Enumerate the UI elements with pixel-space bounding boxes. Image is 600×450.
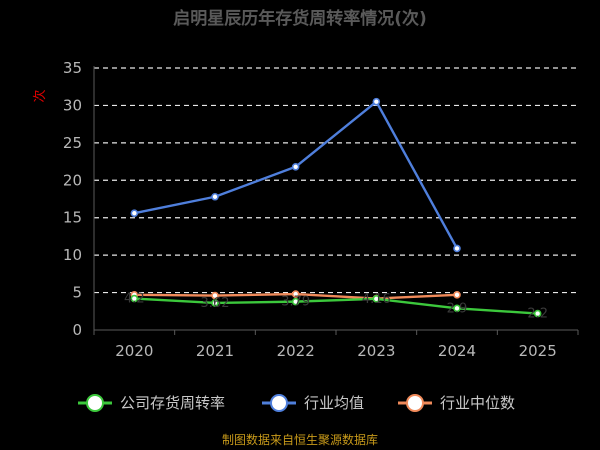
y-tick-label: 0 xyxy=(72,321,82,339)
legend-marker xyxy=(86,394,104,412)
axes xyxy=(93,66,579,335)
y-tick-label: 20 xyxy=(63,171,82,189)
data-label: 4.16 xyxy=(362,292,391,307)
x-tick-label: 2020 xyxy=(115,342,153,360)
data-point xyxy=(453,244,461,253)
data-point xyxy=(372,97,381,106)
data-label: 3.62 xyxy=(201,296,230,311)
legend-marker xyxy=(406,394,424,412)
x-tick-label: 2024 xyxy=(438,342,476,360)
x-tick-label: 2022 xyxy=(277,342,315,360)
data-point xyxy=(130,209,139,218)
legend-label: 行业均值 xyxy=(304,394,364,412)
chart-title: 启明星辰历年存货周转率情况(次) xyxy=(173,8,427,29)
y-axis-label: 次 xyxy=(32,89,48,102)
data-point xyxy=(211,192,219,201)
y-tick-label: 15 xyxy=(63,209,82,227)
x-tick-label: 2021 xyxy=(196,342,234,360)
series-lines xyxy=(130,97,542,318)
data-label: 2.2 xyxy=(527,307,548,322)
x-tick-label: 2023 xyxy=(357,342,395,360)
data-point xyxy=(453,291,461,299)
data-labels: 4.2 3.62 3.79 4.16 2.9 2.2 xyxy=(124,292,548,322)
data-point xyxy=(291,297,300,306)
data-label: 2.9 xyxy=(447,301,468,316)
legend: 公司存货周转率 行业均值 行业中位数 xyxy=(78,394,515,412)
data-point xyxy=(372,295,381,303)
legend-label: 公司存货周转率 xyxy=(120,394,225,412)
data-point xyxy=(453,304,461,313)
series-line xyxy=(134,100,459,249)
data-point xyxy=(130,294,139,303)
grid-lines xyxy=(94,67,578,294)
data-point xyxy=(291,163,300,171)
y-tick-label: 35 xyxy=(63,59,82,77)
x-tick-label: 2025 xyxy=(519,342,557,360)
source-note: 制图数据来自恒生聚源数据库 xyxy=(222,432,378,447)
data-label: 3.79 xyxy=(281,295,310,310)
data-point xyxy=(291,290,300,298)
y-tick-label: 10 xyxy=(63,246,82,264)
y-tick-label: 25 xyxy=(63,134,82,152)
legend-label: 行业中位数 xyxy=(440,394,515,412)
y-tick-label: 30 xyxy=(63,96,82,114)
legend-marker xyxy=(270,394,288,412)
data-point xyxy=(211,299,219,307)
data-point xyxy=(211,291,219,300)
data-label: 4.2 xyxy=(124,292,145,307)
y-tick-label: 5 xyxy=(72,284,82,302)
data-point xyxy=(533,309,542,318)
series-line xyxy=(134,297,538,315)
